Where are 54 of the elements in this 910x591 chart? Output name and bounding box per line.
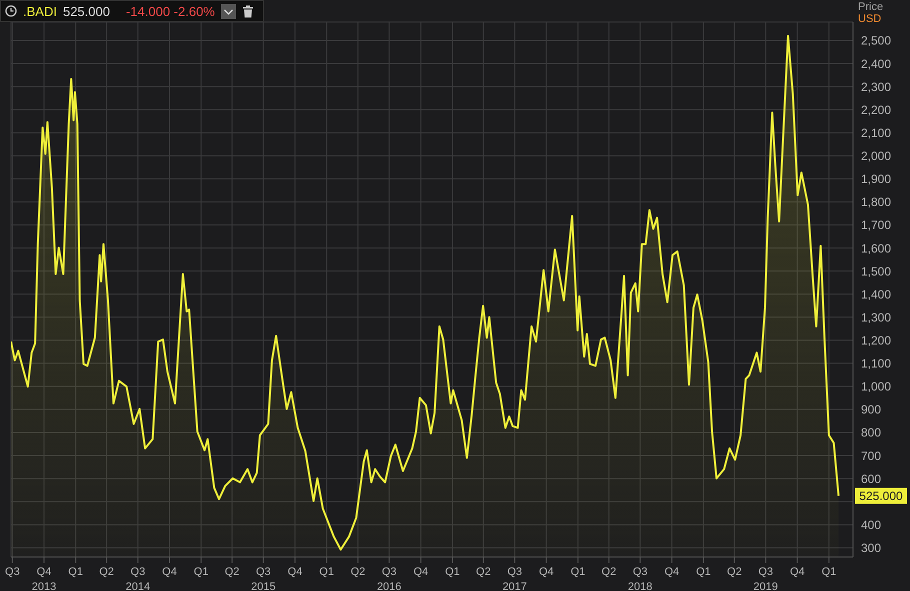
x-tick-label: Q4	[664, 566, 680, 578]
x-tick-label: Q1	[822, 566, 836, 578]
y-tick-label: 1,300	[861, 310, 892, 324]
y-tick-label: 2,200	[861, 102, 892, 117]
y-tick-label: 1,000	[861, 380, 892, 394]
x-tick-label: Q3 2015	[251, 566, 276, 591]
x-tick-label: Q3	[5, 566, 20, 578]
y-tick-label: 1,800	[861, 195, 892, 210]
x-tick-label: Q3 2018	[628, 566, 652, 591]
x-tick-label: Q1	[194, 566, 208, 578]
y-tick-label: 400	[861, 518, 882, 532]
x-tick-label: Q4	[288, 566, 302, 578]
y-tick-label: 2,400	[861, 56, 892, 71]
text: -14.000 -2.60%	[126, 4, 215, 18]
x-tick-label: Q2	[350, 566, 366, 578]
y-tick-label: 1,900	[861, 172, 892, 186]
x-tick-label: Q2	[602, 566, 616, 578]
y-tick-label: 900	[861, 402, 882, 417]
y-axis-title: Price USD	[858, 1, 884, 25]
y-tick-label: 1,400	[861, 287, 892, 302]
y-tick-label: 600	[861, 472, 882, 486]
y-tick-label: 2,100	[861, 126, 892, 140]
x-tick-label: Q3 2014	[126, 566, 150, 591]
y-tick-label: 1,600	[861, 241, 892, 256]
y-tick-label: 800	[861, 426, 882, 440]
y-tick-label: 2,000	[861, 149, 892, 164]
x-tick-label: Q1	[445, 566, 460, 578]
x-tick-label: Q1	[68, 566, 83, 578]
y-tick-label: 300	[861, 541, 882, 556]
annotation: 525.000	[859, 488, 904, 503]
x-tick-label: Q4	[790, 566, 805, 578]
y-tick-label: 1,200	[861, 333, 892, 348]
y-tick-label: 1,700	[861, 218, 892, 232]
x-tick-label: Q2	[727, 566, 742, 578]
x-tick-label: Q1	[319, 566, 334, 578]
text: 525.000	[62, 4, 110, 18]
y-tick-label: 1,500	[861, 264, 892, 278]
x-tick-label: Q2	[224, 566, 240, 578]
x-tick-label: Q3 2017	[502, 566, 527, 591]
x-tick-label: Q4	[413, 566, 428, 578]
y-tick-label: 1,100	[861, 356, 892, 371]
y-tick-label: 2,500	[861, 34, 892, 48]
chart-title: .BADI	[23, 4, 57, 18]
x-tick-label: Q4	[162, 566, 177, 578]
y-tick-label: 700	[861, 448, 882, 463]
x-tick-label: Q1	[696, 566, 711, 578]
x-tick-label: Q3 2016	[376, 566, 402, 591]
x-tick-label: Q4 2013	[32, 566, 56, 591]
x-tick-label: Q3 2019	[753, 566, 778, 591]
x-tick-label: Q2	[99, 566, 114, 578]
y-tick-label: 2,300	[861, 80, 892, 94]
x-tick-label: Q4	[538, 566, 554, 578]
x-tick-label: Q2	[476, 566, 491, 578]
x-tick-label: Q1	[570, 566, 586, 578]
